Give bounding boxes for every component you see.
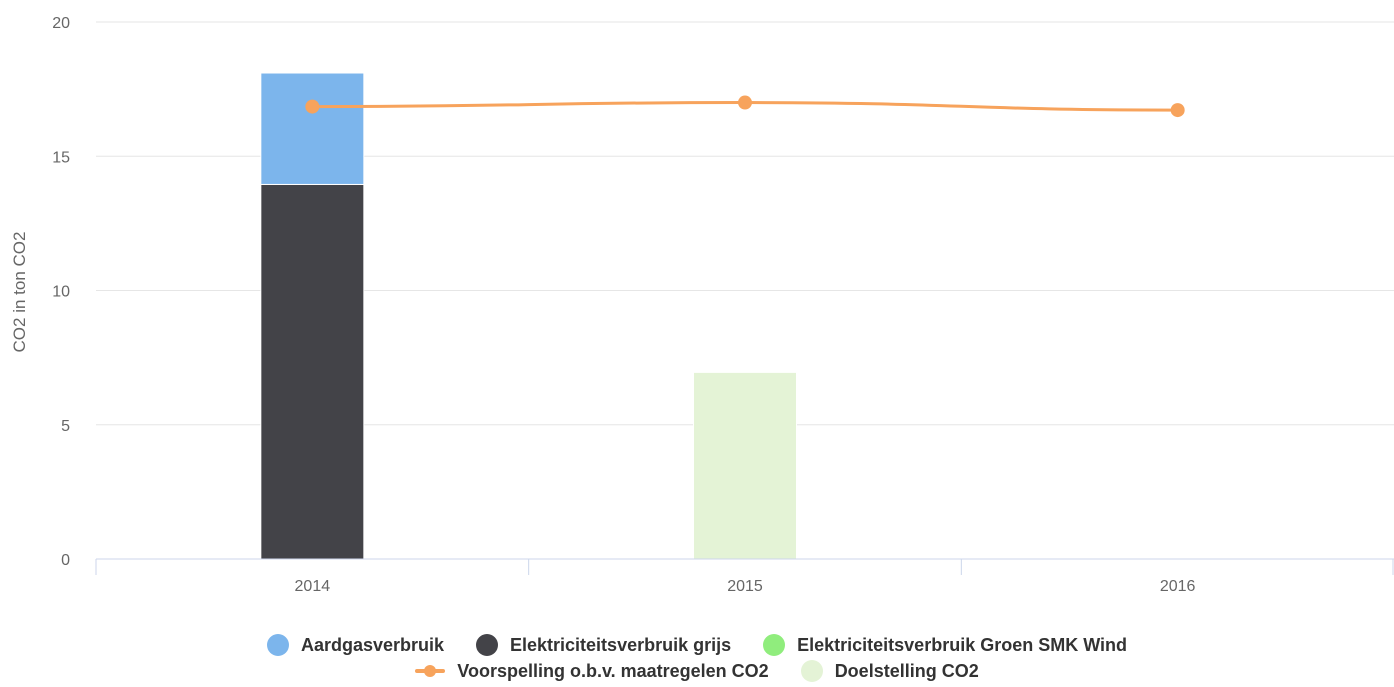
legend-label: Voorspelling o.b.v. maatregelen CO2 [457, 660, 769, 681]
forecast-line [305, 95, 1185, 118]
legend-label: Elektriciteitsverbruik grijs [510, 634, 732, 655]
y-tick-label: 10 [52, 284, 70, 301]
x-axis [95, 558, 1394, 575]
legend-label: Doelstelling CO2 [834, 660, 979, 681]
legend-marker [476, 634, 499, 656]
legend-marker [800, 660, 823, 682]
y-tick-label: 0 [61, 552, 70, 569]
legend-label: Aardgasverbruik [300, 634, 445, 655]
bars [260, 72, 797, 560]
legend-row-1: Aardgasverbruik Elektriciteitsverbruik g… [0, 632, 1394, 658]
x-tick-label: 2016 [1160, 578, 1196, 595]
forecast-point-2014 [305, 99, 320, 114]
legend-item-voorspelling[interactable]: Voorspelling o.b.v. maatregelen CO2 [415, 660, 769, 682]
bar-elektriciteitsverbruik-grijs-2014 [260, 183, 365, 560]
x-tick-label: 2014 [295, 578, 331, 595]
legend-row-2: Voorspelling o.b.v. maatregelen CO2 Doel… [0, 658, 1394, 684]
bar-aardgasverbruik-2014 [260, 72, 365, 185]
x-tick-label: 2015 [727, 578, 763, 595]
y-tick-label: 15 [52, 149, 70, 166]
legend-label: Elektriciteitsverbruik Groen SMK Wind [797, 634, 1128, 655]
legend: Aardgasverbruik Elektriciteitsverbruik g… [0, 632, 1394, 684]
x-axis-ticks: 2014 2015 2016 [295, 578, 1196, 595]
legend-item-elektriciteit-groen[interactable]: Elektriciteitsverbruik Groen SMK Wind [763, 634, 1127, 656]
y-axis-label: CO2 in ton CO2 [10, 232, 29, 353]
y-axis-ticks: 0 5 10 15 20 [52, 15, 70, 569]
forecast-point-2015 [738, 95, 752, 110]
y-tick-label: 5 [61, 418, 70, 435]
legend-item-aardgas[interactable]: Aardgasverbruik [266, 634, 445, 656]
forecast-point-2016 [1170, 103, 1185, 118]
legend-item-doelstelling[interactable]: Doelstelling CO2 [800, 660, 979, 682]
legend-marker [266, 634, 289, 656]
legend-item-elektriciteit-grijs[interactable]: Elektriciteitsverbruik grijs [476, 634, 731, 656]
legend-marker [415, 660, 446, 682]
y-tick-label: 20 [52, 15, 70, 32]
bar-doelstelling-co2-2015 [693, 371, 797, 560]
legend-marker [763, 634, 786, 656]
